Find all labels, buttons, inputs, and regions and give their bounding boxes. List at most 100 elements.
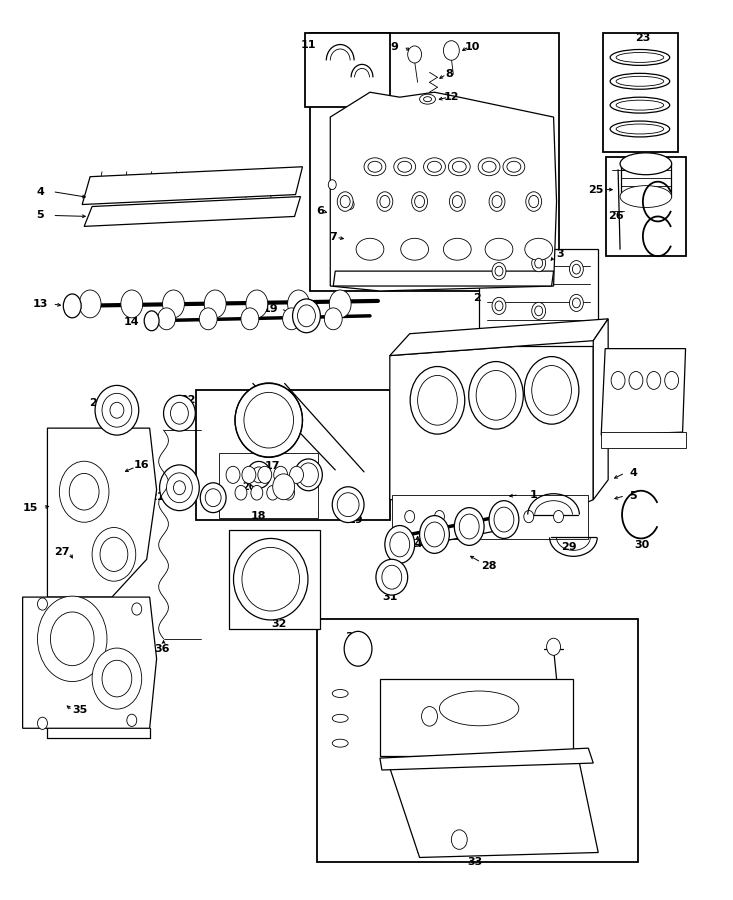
Ellipse shape <box>364 158 386 176</box>
Ellipse shape <box>503 158 525 176</box>
Circle shape <box>242 466 256 483</box>
Ellipse shape <box>390 532 410 557</box>
Ellipse shape <box>247 462 270 489</box>
Text: 23: 23 <box>636 32 651 42</box>
Ellipse shape <box>324 308 342 329</box>
Circle shape <box>534 306 542 316</box>
Ellipse shape <box>79 290 101 318</box>
Ellipse shape <box>460 514 479 539</box>
Circle shape <box>346 200 354 210</box>
Polygon shape <box>23 597 157 728</box>
Polygon shape <box>390 319 608 356</box>
Text: 21: 21 <box>149 491 164 501</box>
Text: 31: 31 <box>382 592 397 602</box>
Circle shape <box>412 192 427 211</box>
Text: 16: 16 <box>134 460 150 470</box>
Circle shape <box>492 195 502 208</box>
Circle shape <box>37 717 48 729</box>
Circle shape <box>553 510 564 523</box>
Ellipse shape <box>292 299 320 333</box>
Polygon shape <box>593 319 608 500</box>
Ellipse shape <box>610 50 670 66</box>
Text: 19: 19 <box>347 515 363 525</box>
Ellipse shape <box>332 689 348 698</box>
Text: 37: 37 <box>345 632 361 642</box>
Ellipse shape <box>525 238 553 260</box>
Polygon shape <box>390 341 593 515</box>
Text: 3: 3 <box>556 249 564 259</box>
Circle shape <box>570 261 583 278</box>
Ellipse shape <box>647 372 660 390</box>
Circle shape <box>415 195 424 208</box>
Ellipse shape <box>424 96 432 102</box>
Text: 26: 26 <box>608 212 624 221</box>
Circle shape <box>102 661 132 697</box>
Circle shape <box>132 603 141 615</box>
Ellipse shape <box>401 238 429 260</box>
Ellipse shape <box>482 161 496 172</box>
Text: 18: 18 <box>251 510 267 520</box>
Circle shape <box>534 258 542 268</box>
Ellipse shape <box>234 538 308 620</box>
Circle shape <box>59 461 109 522</box>
Ellipse shape <box>63 294 81 318</box>
Text: 14: 14 <box>124 317 139 327</box>
Circle shape <box>449 192 465 211</box>
Circle shape <box>547 638 561 655</box>
Text: 29: 29 <box>561 543 576 553</box>
Polygon shape <box>331 92 556 291</box>
Text: 4: 4 <box>629 468 637 478</box>
Text: 27: 27 <box>54 547 70 557</box>
Text: 22: 22 <box>180 395 196 405</box>
Ellipse shape <box>418 375 457 425</box>
Circle shape <box>531 302 545 320</box>
Ellipse shape <box>298 463 318 487</box>
Ellipse shape <box>345 632 372 666</box>
Circle shape <box>405 510 415 523</box>
Ellipse shape <box>440 691 519 725</box>
Ellipse shape <box>427 161 441 172</box>
Ellipse shape <box>507 161 521 172</box>
Polygon shape <box>390 758 598 858</box>
Ellipse shape <box>610 97 670 113</box>
Ellipse shape <box>398 161 412 172</box>
Circle shape <box>492 297 506 314</box>
Ellipse shape <box>110 402 124 418</box>
Ellipse shape <box>174 481 185 495</box>
Circle shape <box>528 195 539 208</box>
Ellipse shape <box>144 310 159 330</box>
Bar <box>306 32 390 107</box>
Circle shape <box>570 294 583 311</box>
Bar <box>601 432 685 448</box>
Ellipse shape <box>95 385 139 435</box>
Ellipse shape <box>449 158 470 176</box>
Circle shape <box>283 485 295 500</box>
Circle shape <box>531 255 545 272</box>
Text: 1: 1 <box>530 490 537 500</box>
Bar <box>317 619 638 862</box>
Ellipse shape <box>332 715 348 723</box>
Text: 36: 36 <box>154 644 169 653</box>
Ellipse shape <box>665 372 679 390</box>
Circle shape <box>464 510 474 523</box>
Ellipse shape <box>332 739 348 747</box>
Text: 28: 28 <box>482 562 497 572</box>
Circle shape <box>572 298 581 308</box>
Ellipse shape <box>158 308 175 329</box>
Ellipse shape <box>443 238 471 260</box>
Circle shape <box>273 466 287 483</box>
Text: 32: 32 <box>271 619 287 629</box>
Polygon shape <box>84 196 301 227</box>
Ellipse shape <box>620 185 671 208</box>
Circle shape <box>572 265 581 274</box>
Ellipse shape <box>287 290 309 318</box>
Circle shape <box>494 510 504 523</box>
Ellipse shape <box>468 362 523 429</box>
Ellipse shape <box>489 500 519 538</box>
Ellipse shape <box>620 153 671 175</box>
Circle shape <box>235 485 247 500</box>
Ellipse shape <box>283 308 301 329</box>
Circle shape <box>377 192 393 211</box>
Ellipse shape <box>419 94 435 104</box>
Text: 22: 22 <box>207 492 221 503</box>
